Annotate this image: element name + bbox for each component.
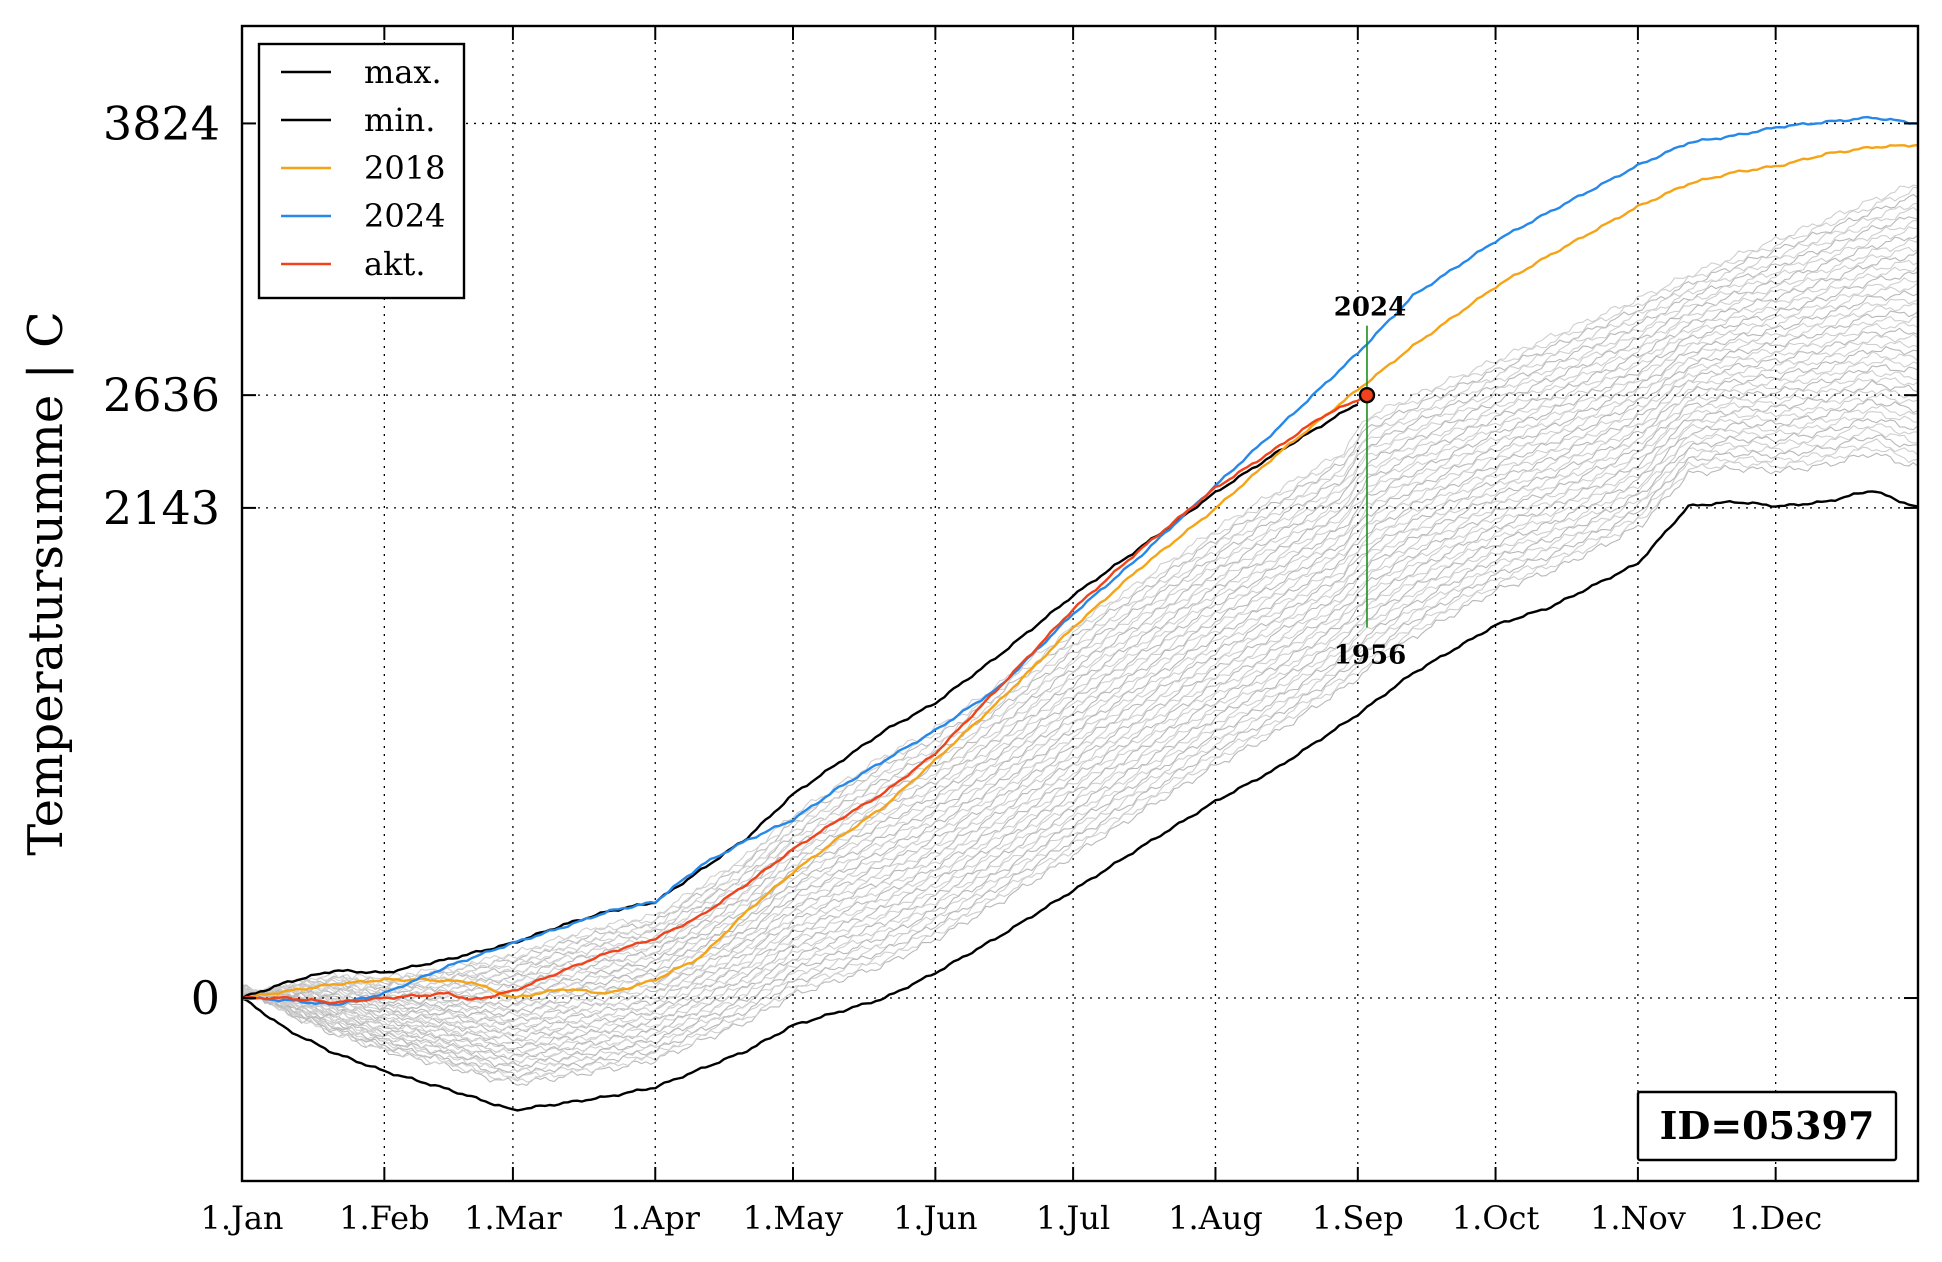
x-tick-label: 1.Feb [339, 1199, 429, 1237]
current-value-marker [1358, 386, 1376, 404]
historical-year-line [241, 290, 1919, 1011]
historical-year-line [241, 351, 1919, 1038]
legend-entry-label: akt. [364, 245, 426, 283]
x-tick-label: 1.Jan [200, 1199, 283, 1237]
x-tick-label: 1.Dec [1729, 1199, 1822, 1237]
x-tick-label: 1.Jul [1036, 1199, 1110, 1237]
series-line-y2024 [241, 115, 1919, 1006]
y-tick-label: 0 [191, 971, 220, 1025]
historical-year-line [241, 392, 1919, 1058]
historical-year-line [241, 310, 1919, 1018]
legend-entry-label: 2024 [364, 197, 445, 235]
x-tick-label: 1.Oct [1452, 1199, 1540, 1237]
historical-year-line [241, 418, 1919, 1068]
historical-year-line [241, 377, 1919, 1048]
historical-year-line [241, 234, 1919, 999]
historical-year-line [241, 369, 1919, 1046]
historical-year-line [241, 452, 1919, 1087]
x-tick-label: 1.Mar [464, 1199, 562, 1237]
historical-year-line [241, 321, 1919, 1022]
historical-year-line [241, 206, 1919, 998]
historical-year-line [241, 220, 1919, 996]
x-tick-label: 1.Nov [1590, 1199, 1686, 1237]
historical-year-line [241, 327, 1919, 1026]
series-lines [241, 115, 1919, 1112]
historical-year-line [241, 216, 1919, 999]
station-id-label: ID=05397 [1660, 1103, 1875, 1148]
plot-frame [240, 24, 1920, 1183]
legend-entry-label: min. [364, 101, 435, 139]
legend-frame [257, 42, 466, 300]
y-axis-ticks: 0 2143 2636 3824 [103, 96, 1918, 1025]
historical-year-line [241, 379, 1919, 1051]
historical-year-line [241, 404, 1919, 1064]
x-tick-label: 1.Aug [1168, 1199, 1263, 1237]
historical-year-line [241, 259, 1919, 1002]
series-line-y2018 [241, 143, 1919, 1001]
historical-year-line [241, 364, 1919, 1042]
historical-year-line [241, 202, 1919, 999]
historical-year-line [241, 426, 1919, 1074]
x-tick-label: 1.May [743, 1199, 843, 1237]
station-id-box: ID=05397 [1636, 1090, 1898, 1162]
legend: max. min. 2018 2024 akt. [257, 42, 466, 300]
historical-year-line [241, 184, 1919, 1000]
x-tick-label: 1.Jun [893, 1199, 978, 1237]
historical-year-line [241, 340, 1919, 1032]
y-tick-label: 2636 [103, 368, 220, 422]
historical-year-line [241, 265, 1919, 1004]
y-tick-label: 2143 [103, 481, 220, 535]
historical-year-line [241, 446, 1919, 1083]
series-line-akt [241, 393, 1368, 1005]
x-tick-label: 1.Sep [1312, 1199, 1404, 1237]
historical-year-line [241, 399, 1919, 1060]
historical-year-line [241, 238, 1919, 998]
series-line-min [241, 490, 1919, 1112]
historical-year-line [241, 246, 1919, 999]
historical-year-line [241, 298, 1919, 1013]
annotations: 2024 1956 [1334, 293, 1406, 671]
station-id-frame [1636, 1090, 1898, 1162]
historical-year-line [241, 434, 1919, 1080]
x-axis-ticks: 1.Jan 1.Feb 1.Mar 1.Apr 1.May 1.Jun 1.Jul 1.Aug… [200, 26, 1822, 1237]
y-axis-label: Temperatursumme | C [18, 311, 74, 855]
legend-entry-label: max. [364, 53, 442, 91]
y-tick-label: 3824 [103, 96, 220, 150]
legend-entry-label: 2018 [364, 149, 445, 187]
range-top-label: 2024 [1334, 293, 1406, 323]
historical-year-line [241, 388, 1919, 1054]
x-tick-label: 1.Apr [611, 1199, 701, 1237]
historical-year-line [241, 357, 1919, 1039]
historical-year-line [241, 423, 1919, 1073]
historical-year-line [241, 193, 1919, 997]
range-bottom-label: 1956 [1334, 641, 1406, 671]
historical-year-line [241, 186, 1919, 998]
